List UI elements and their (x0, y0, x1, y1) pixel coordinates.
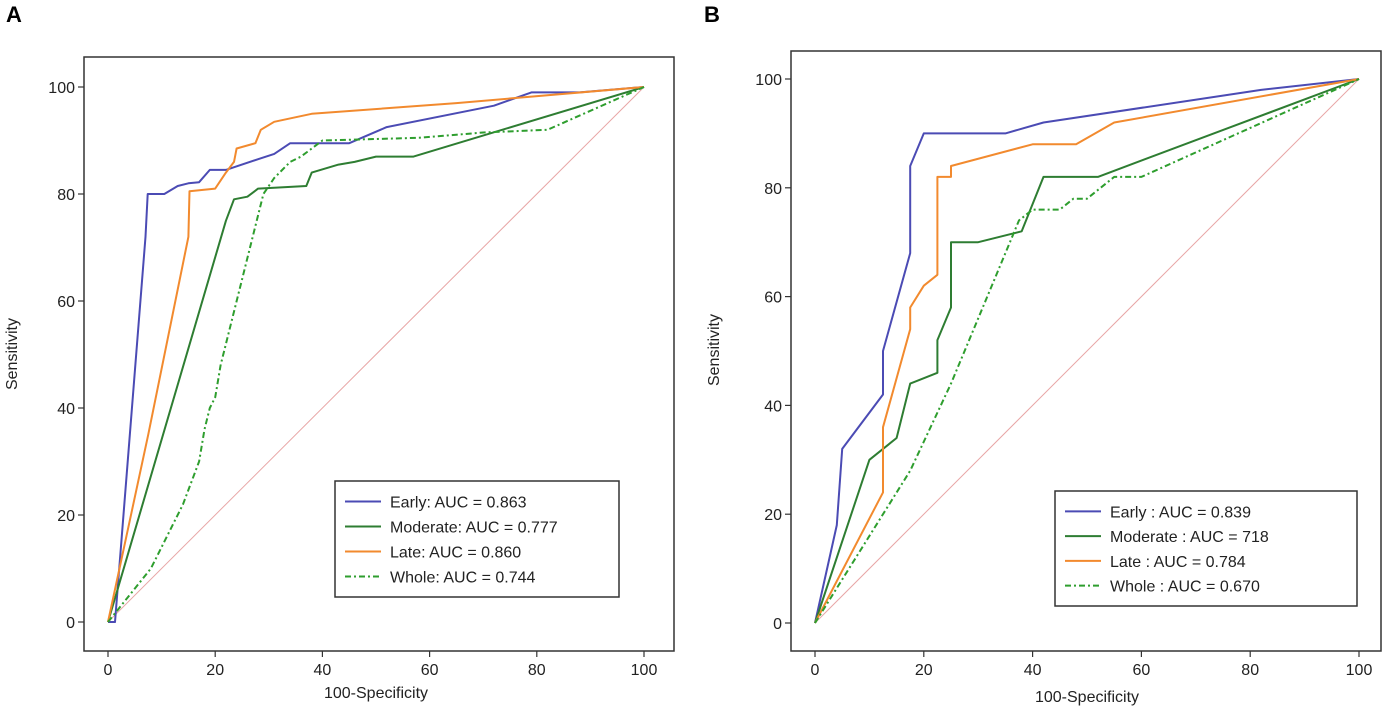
panel-a-chart: 0 20 40 60 80 100 0 20 40 60 80 100 100-Specificity S… (4, 56, 675, 702)
plot-frame (790, 50, 1382, 652)
x-tick-label: 20 (206, 662, 224, 679)
legend-label-1: Moderate: AUC = 0.777 (390, 520, 558, 537)
series-line-2 (814, 78, 1360, 624)
series-line-2 (107, 86, 645, 623)
x-tick-label: 100 (1346, 662, 1373, 679)
x-tick-label: 80 (1241, 662, 1259, 679)
y-tick-label: 100 (48, 80, 75, 97)
y-axis-title: Sensitivity (4, 318, 21, 390)
x-axis-title: 100-Specificity (1035, 689, 1139, 706)
x-tick-label: 20 (915, 662, 933, 679)
series-line-1 (107, 86, 645, 623)
x-tick-label: 100 (631, 662, 658, 679)
legend-label-0: Early: AUC = 0.863 (390, 495, 527, 512)
y-axis-title: Sensitivity (706, 314, 723, 386)
x-axis-title: 100-Specificity (324, 685, 428, 702)
x-tick-label: 0 (811, 662, 820, 679)
legend-label-2: Late : AUC = 0.784 (1110, 554, 1246, 571)
reference-diagonal (814, 78, 1360, 624)
x-tick-label: 0 (104, 662, 113, 679)
x-tick-label: 40 (1024, 662, 1042, 679)
panel-b-chart: 0 20 40 60 80 100 0 20 40 60 80 100 100-Specificity S… (706, 50, 1382, 706)
series-line-3 (814, 78, 1360, 624)
legend-box (1054, 490, 1358, 607)
legend-label-2: Late: AUC = 0.860 (390, 545, 521, 562)
y-tick-label: 0 (66, 615, 75, 632)
y-tick-label: 20 (57, 508, 75, 525)
reference-diagonal (107, 86, 645, 623)
y-tick-label: 0 (773, 616, 782, 633)
y-tick-label: 40 (57, 401, 75, 418)
y-tick-label: 60 (764, 290, 782, 307)
x-tick-label: 60 (421, 662, 439, 679)
y-tick-label: 20 (764, 507, 782, 524)
legend-label-0: Early : AUC = 0.839 (1110, 504, 1251, 521)
y-tick-label: 80 (57, 187, 75, 204)
series-line-3 (107, 86, 645, 623)
x-tick-label: 80 (528, 662, 546, 679)
y-tick-label: 60 (57, 294, 75, 311)
legend-box (334, 480, 620, 598)
y-tick-label: 40 (764, 398, 782, 415)
x-tick-label: 60 (1133, 662, 1151, 679)
panel-a-letter: A (6, 2, 22, 27)
plot-frame (83, 56, 675, 652)
legend-label-3: Whole : AUC = 0.670 (1110, 579, 1260, 596)
legend-label-1: Moderate : AUC = 718 (1110, 529, 1269, 546)
series-line-0 (108, 86, 645, 623)
series-line-1 (814, 78, 1360, 624)
legend-label-3: Whole: AUC = 0.744 (390, 570, 536, 587)
y-tick-label: 100 (755, 72, 782, 89)
panel-b-letter: B (704, 2, 720, 27)
x-tick-label: 40 (314, 662, 332, 679)
series-line-0 (814, 78, 1360, 624)
y-tick-label: 80 (764, 181, 782, 198)
